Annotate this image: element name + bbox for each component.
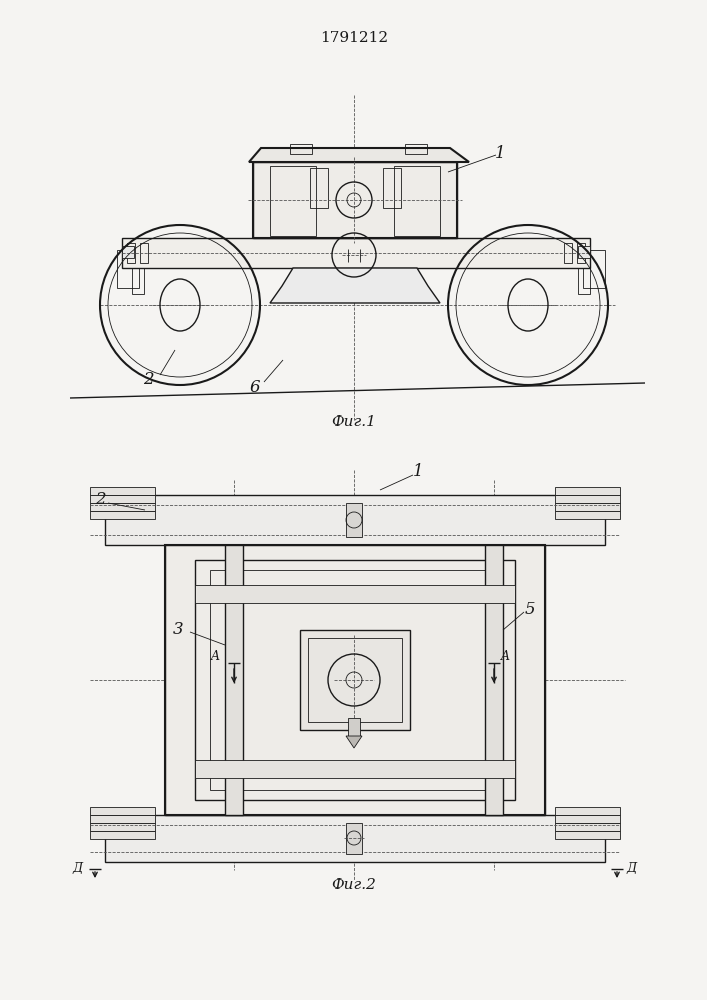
- Bar: [90, 831, 155, 839]
- Text: 1: 1: [413, 464, 423, 481]
- Bar: [127, 243, 135, 263]
- Bar: [122, 238, 590, 268]
- Bar: [555, 807, 620, 815]
- Bar: [90, 495, 155, 503]
- Polygon shape: [270, 268, 440, 303]
- Bar: [253, 162, 457, 238]
- Bar: [555, 511, 620, 519]
- Bar: [165, 545, 545, 815]
- Bar: [90, 487, 155, 495]
- Bar: [583, 250, 605, 288]
- Bar: [394, 166, 440, 236]
- Bar: [90, 511, 155, 519]
- Polygon shape: [346, 736, 362, 748]
- Polygon shape: [249, 148, 469, 162]
- Bar: [270, 166, 316, 236]
- Bar: [578, 244, 590, 294]
- Bar: [90, 823, 155, 831]
- Text: Д: Д: [627, 862, 637, 876]
- Bar: [225, 545, 243, 815]
- Bar: [578, 246, 590, 258]
- Text: 2: 2: [143, 371, 153, 388]
- Text: 6: 6: [250, 378, 260, 395]
- Bar: [105, 495, 605, 545]
- Bar: [122, 246, 134, 258]
- Bar: [346, 823, 362, 854]
- Bar: [405, 144, 427, 154]
- Bar: [90, 815, 155, 823]
- Text: Фиг.2: Фиг.2: [332, 878, 376, 892]
- Bar: [90, 807, 155, 815]
- Text: Д: Д: [73, 862, 83, 876]
- Bar: [308, 638, 402, 722]
- Bar: [310, 168, 328, 208]
- Text: A: A: [211, 650, 219, 662]
- Text: 3: 3: [173, 621, 183, 639]
- Bar: [290, 144, 312, 154]
- Bar: [210, 570, 500, 790]
- Bar: [253, 162, 457, 238]
- Text: Фиг.1: Фиг.1: [332, 415, 376, 429]
- Bar: [165, 545, 545, 815]
- Bar: [140, 243, 148, 263]
- Bar: [105, 815, 605, 862]
- Bar: [348, 718, 360, 736]
- Bar: [195, 760, 515, 778]
- Bar: [195, 560, 515, 800]
- Bar: [555, 831, 620, 839]
- Bar: [555, 815, 620, 823]
- Bar: [564, 243, 572, 263]
- Bar: [555, 495, 620, 503]
- Text: 1791212: 1791212: [320, 31, 388, 45]
- Text: A: A: [501, 650, 510, 662]
- Bar: [90, 503, 155, 511]
- Text: 1: 1: [495, 144, 506, 161]
- Bar: [117, 250, 139, 288]
- Bar: [555, 503, 620, 511]
- Bar: [346, 503, 362, 537]
- Text: 2: 2: [95, 491, 105, 508]
- Bar: [383, 168, 401, 208]
- Bar: [195, 585, 515, 603]
- Bar: [555, 487, 620, 495]
- Bar: [555, 823, 620, 831]
- Bar: [300, 630, 410, 730]
- Text: 5: 5: [525, 601, 535, 618]
- Bar: [577, 243, 585, 263]
- Bar: [132, 244, 144, 294]
- Bar: [485, 545, 503, 815]
